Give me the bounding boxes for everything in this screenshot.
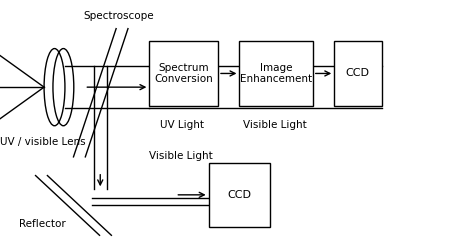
Text: Visible Light: Visible Light: [149, 151, 213, 161]
Text: UV Light: UV Light: [161, 120, 204, 129]
FancyBboxPatch shape: [209, 163, 270, 227]
Text: Visible Light: Visible Light: [243, 120, 307, 129]
Text: Spectroscope: Spectroscope: [83, 11, 154, 21]
Text: Image
Enhancement: Image Enhancement: [240, 63, 312, 84]
Text: CCD: CCD: [346, 68, 370, 78]
Text: UV / visible Lens: UV / visible Lens: [0, 137, 86, 147]
FancyBboxPatch shape: [334, 41, 382, 106]
Text: CCD: CCD: [228, 190, 251, 200]
FancyBboxPatch shape: [239, 41, 313, 106]
Text: Spectrum
Conversion: Spectrum Conversion: [155, 63, 213, 84]
FancyBboxPatch shape: [149, 41, 218, 106]
Text: Reflector: Reflector: [19, 219, 66, 229]
